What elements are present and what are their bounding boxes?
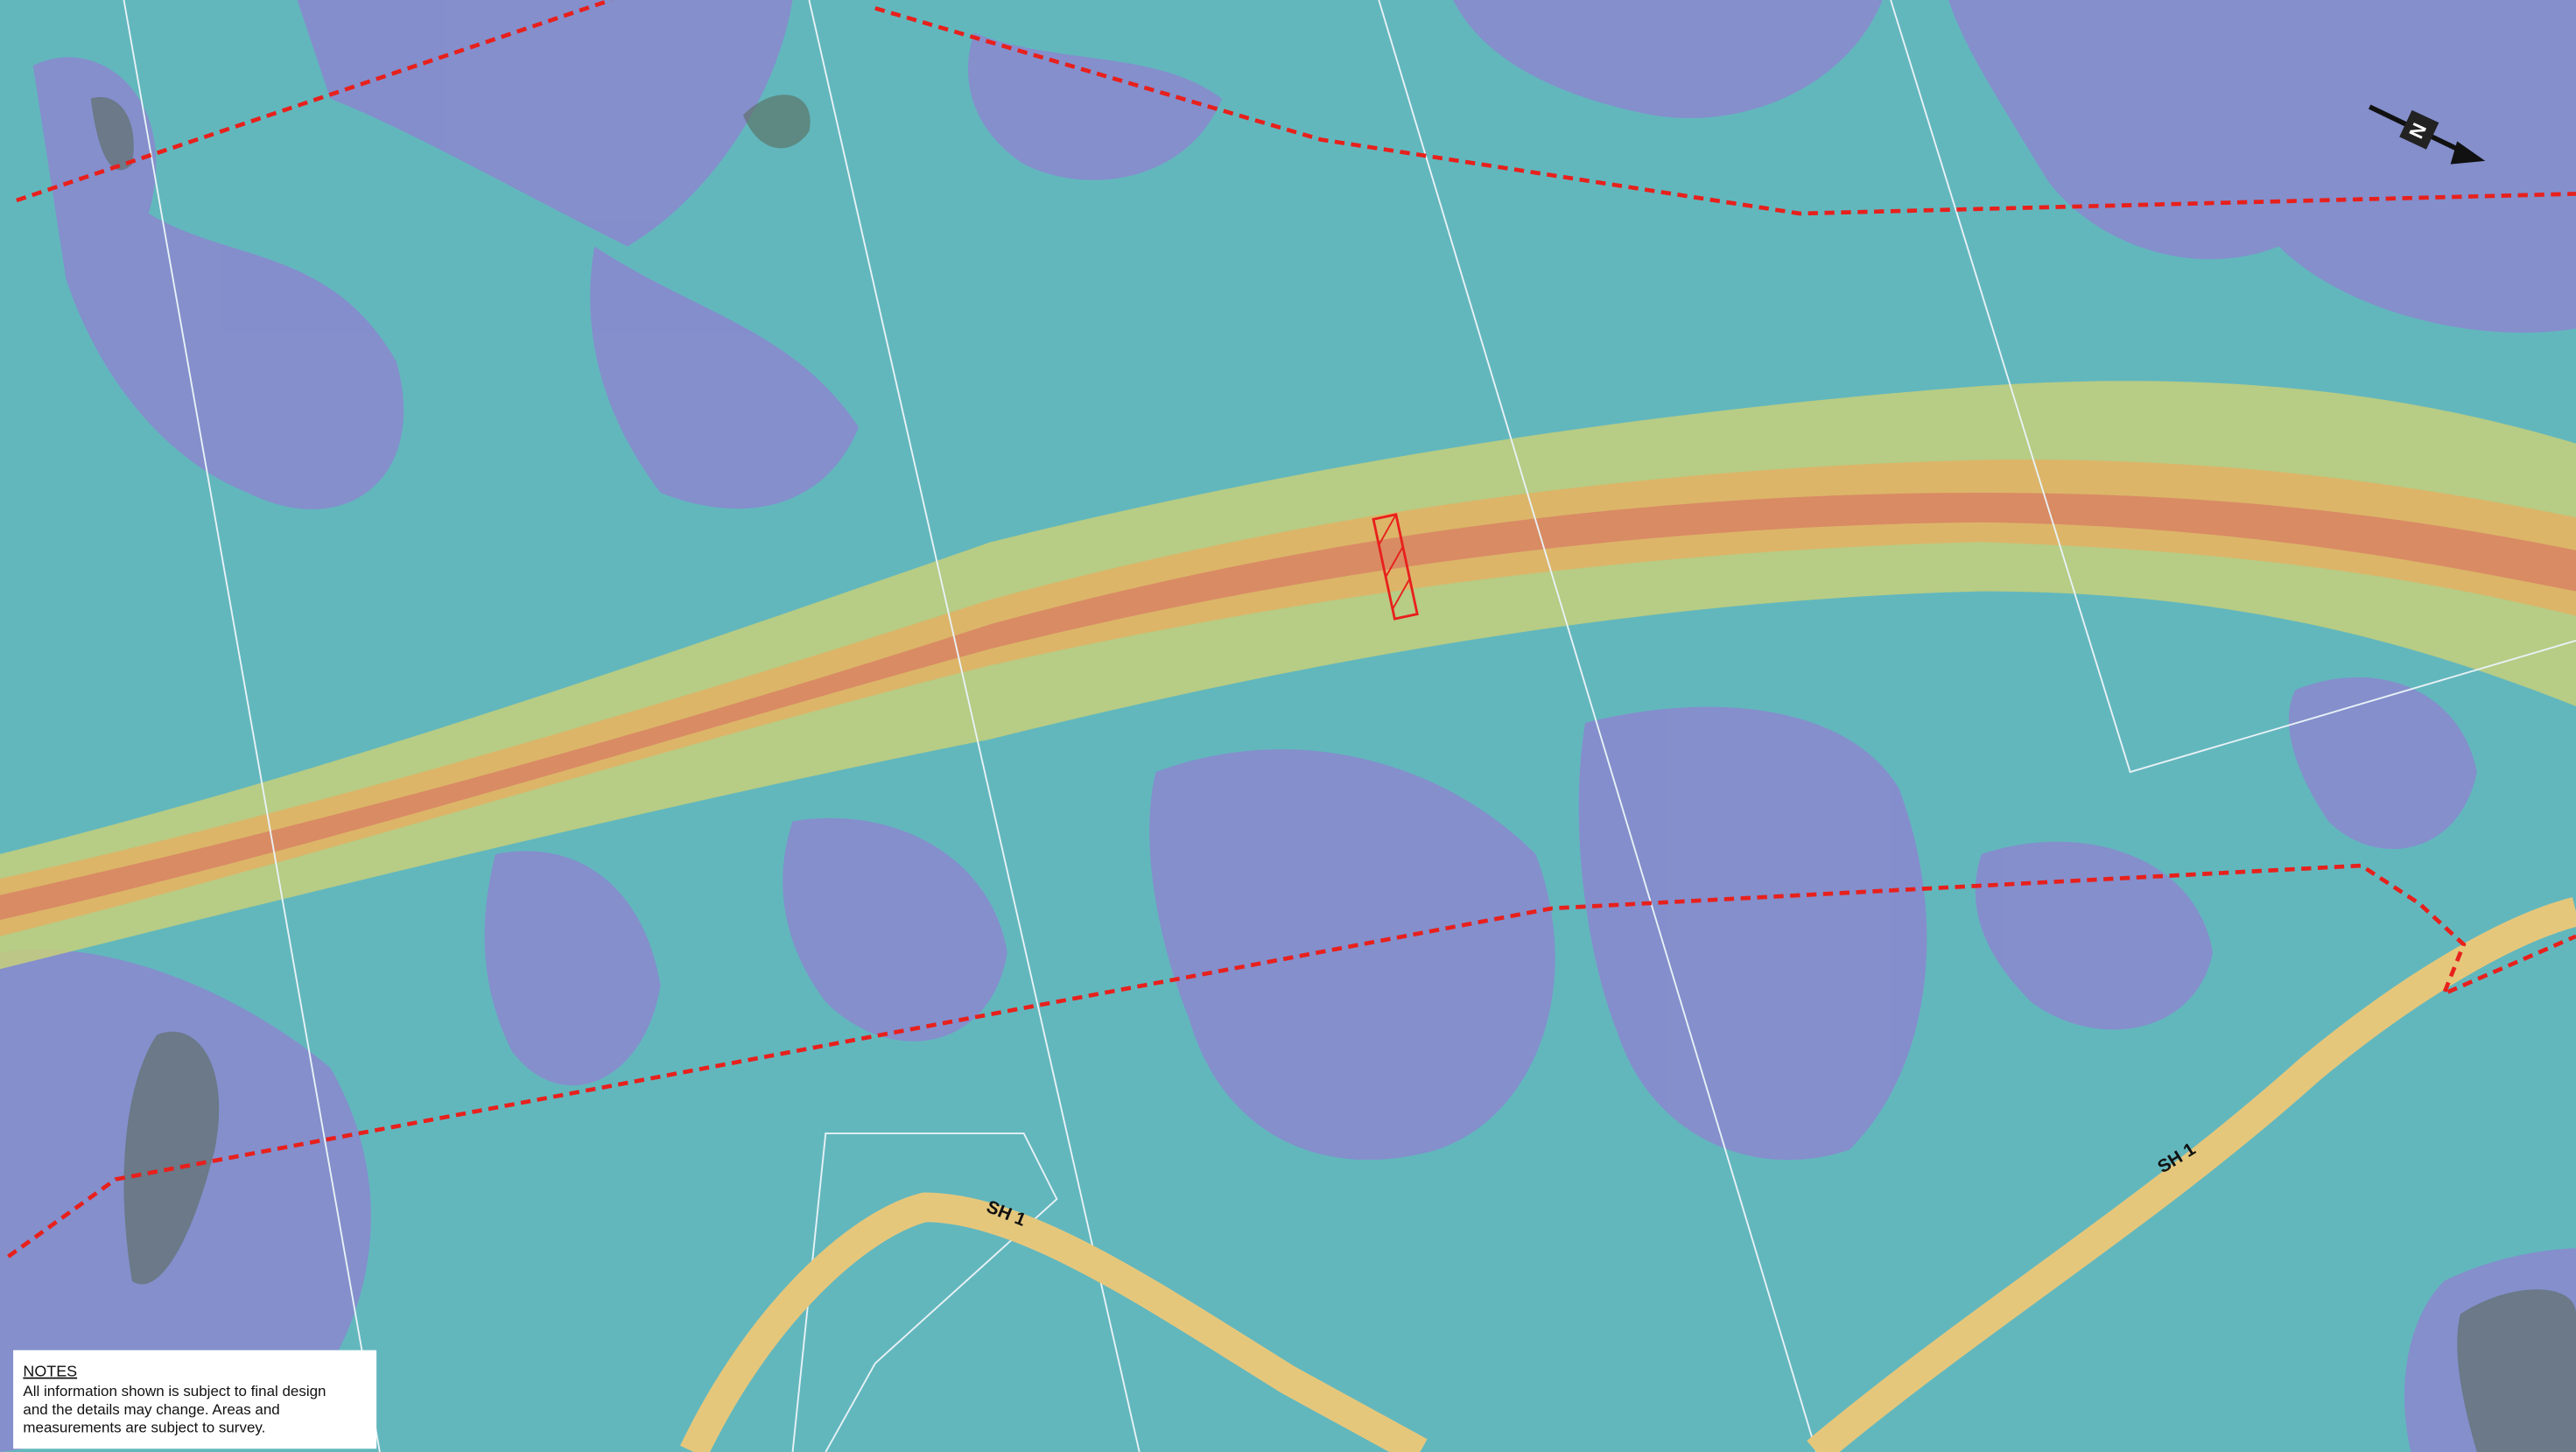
road: [680, 1192, 1428, 1452]
vegetation: [90, 95, 2576, 1452]
notes-box: NOTES All information shown is subject t…: [13, 1350, 377, 1449]
notes-title: NOTES: [23, 1363, 77, 1380]
notes-line: measurements are subject to survey.: [23, 1420, 265, 1436]
notes-line: All information shown is subject to fina…: [23, 1383, 326, 1399]
notes-background: [13, 1350, 377, 1449]
notes-line: and the details may change. Areas and: [23, 1401, 279, 1418]
site-marker: [1372, 513, 1419, 621]
road: [1807, 897, 2576, 1452]
designation-boundary: [7, 0, 2576, 1259]
high-zone: [0, 459, 2576, 936]
boundary-line: [123, 0, 2576, 1452]
peak-zone: [0, 493, 2576, 920]
north-arrow: N: [2368, 104, 2486, 165]
